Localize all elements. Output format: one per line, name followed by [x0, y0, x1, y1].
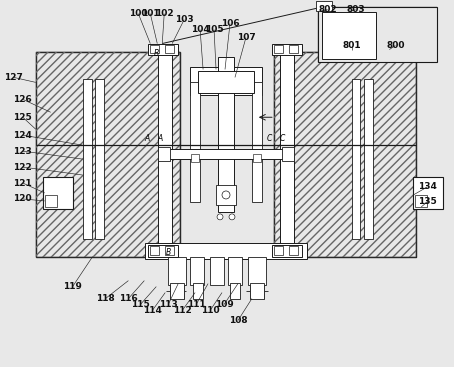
- Bar: [250, 283, 264, 299]
- Bar: [289, 246, 298, 255]
- Bar: [148, 44, 178, 55]
- Bar: [170, 283, 184, 299]
- Bar: [198, 72, 254, 93]
- Bar: [210, 257, 224, 285]
- Text: 127: 127: [5, 73, 23, 82]
- Bar: [318, 7, 437, 62]
- Bar: [36, 52, 180, 257]
- Bar: [158, 147, 170, 161]
- Bar: [83, 79, 92, 239]
- Circle shape: [222, 191, 230, 199]
- Bar: [43, 177, 73, 209]
- Bar: [165, 246, 174, 255]
- Bar: [230, 283, 240, 299]
- Text: 111: 111: [187, 300, 206, 309]
- Circle shape: [229, 214, 235, 220]
- Bar: [145, 243, 307, 259]
- Bar: [190, 257, 204, 285]
- Bar: [36, 52, 180, 257]
- Text: 800: 800: [386, 41, 405, 50]
- Bar: [252, 82, 262, 202]
- Bar: [282, 147, 294, 161]
- Bar: [280, 47, 294, 257]
- Bar: [228, 257, 242, 285]
- Text: 120: 120: [14, 195, 32, 203]
- Bar: [190, 68, 262, 95]
- Text: 108: 108: [229, 316, 247, 325]
- Text: 114: 114: [143, 306, 162, 315]
- Bar: [365, 79, 374, 239]
- Bar: [168, 149, 284, 159]
- Text: 113: 113: [159, 300, 178, 309]
- Text: 107: 107: [237, 33, 255, 42]
- Text: 104: 104: [191, 25, 209, 34]
- Text: 122: 122: [14, 163, 32, 171]
- Bar: [150, 246, 159, 255]
- Bar: [190, 82, 200, 202]
- Bar: [95, 79, 104, 239]
- Text: 101: 101: [141, 9, 160, 18]
- Text: 121: 121: [14, 178, 32, 188]
- Bar: [158, 47, 172, 257]
- Bar: [165, 44, 174, 54]
- Bar: [191, 154, 199, 162]
- Text: 105: 105: [205, 25, 223, 34]
- Text: 802: 802: [318, 5, 337, 14]
- Bar: [253, 154, 261, 162]
- Text: 118: 118: [96, 294, 115, 303]
- Bar: [415, 195, 427, 207]
- Text: 115: 115: [131, 300, 150, 309]
- Text: 100: 100: [129, 9, 148, 18]
- Bar: [150, 44, 159, 54]
- Bar: [274, 44, 283, 54]
- Bar: [318, 7, 437, 62]
- Bar: [248, 257, 266, 285]
- Text: 112: 112: [173, 306, 192, 315]
- Text: 116: 116: [119, 294, 138, 303]
- Text: 123: 123: [14, 147, 32, 156]
- Bar: [193, 283, 203, 299]
- Bar: [272, 245, 302, 257]
- Text: C: C: [280, 134, 286, 143]
- Text: 126: 126: [14, 95, 32, 104]
- Text: B: B: [166, 248, 171, 257]
- Text: C: C: [267, 134, 272, 143]
- Bar: [274, 52, 416, 257]
- Bar: [351, 79, 360, 239]
- Text: A: A: [145, 134, 150, 143]
- Bar: [274, 246, 283, 255]
- Bar: [44, 195, 57, 207]
- Bar: [148, 245, 178, 257]
- Text: A: A: [158, 134, 163, 143]
- Text: 102: 102: [155, 9, 173, 18]
- Circle shape: [217, 214, 223, 220]
- Bar: [321, 12, 376, 59]
- Text: 135: 135: [418, 197, 437, 206]
- Text: 119: 119: [63, 282, 82, 291]
- Text: 134: 134: [418, 182, 437, 192]
- Text: 109: 109: [215, 300, 233, 309]
- Bar: [274, 52, 416, 257]
- Bar: [216, 185, 236, 205]
- Bar: [316, 1, 331, 11]
- Bar: [413, 177, 443, 209]
- Text: 110: 110: [201, 306, 219, 315]
- Text: 103: 103: [175, 15, 193, 24]
- Bar: [218, 58, 234, 212]
- Text: 801: 801: [342, 41, 361, 50]
- Text: B: B: [153, 49, 159, 58]
- Text: 803: 803: [346, 5, 365, 14]
- Text: 125: 125: [14, 113, 32, 122]
- Bar: [289, 44, 298, 54]
- Text: 124: 124: [13, 131, 32, 140]
- Text: 106: 106: [221, 19, 239, 28]
- Bar: [272, 44, 302, 55]
- Bar: [168, 257, 186, 285]
